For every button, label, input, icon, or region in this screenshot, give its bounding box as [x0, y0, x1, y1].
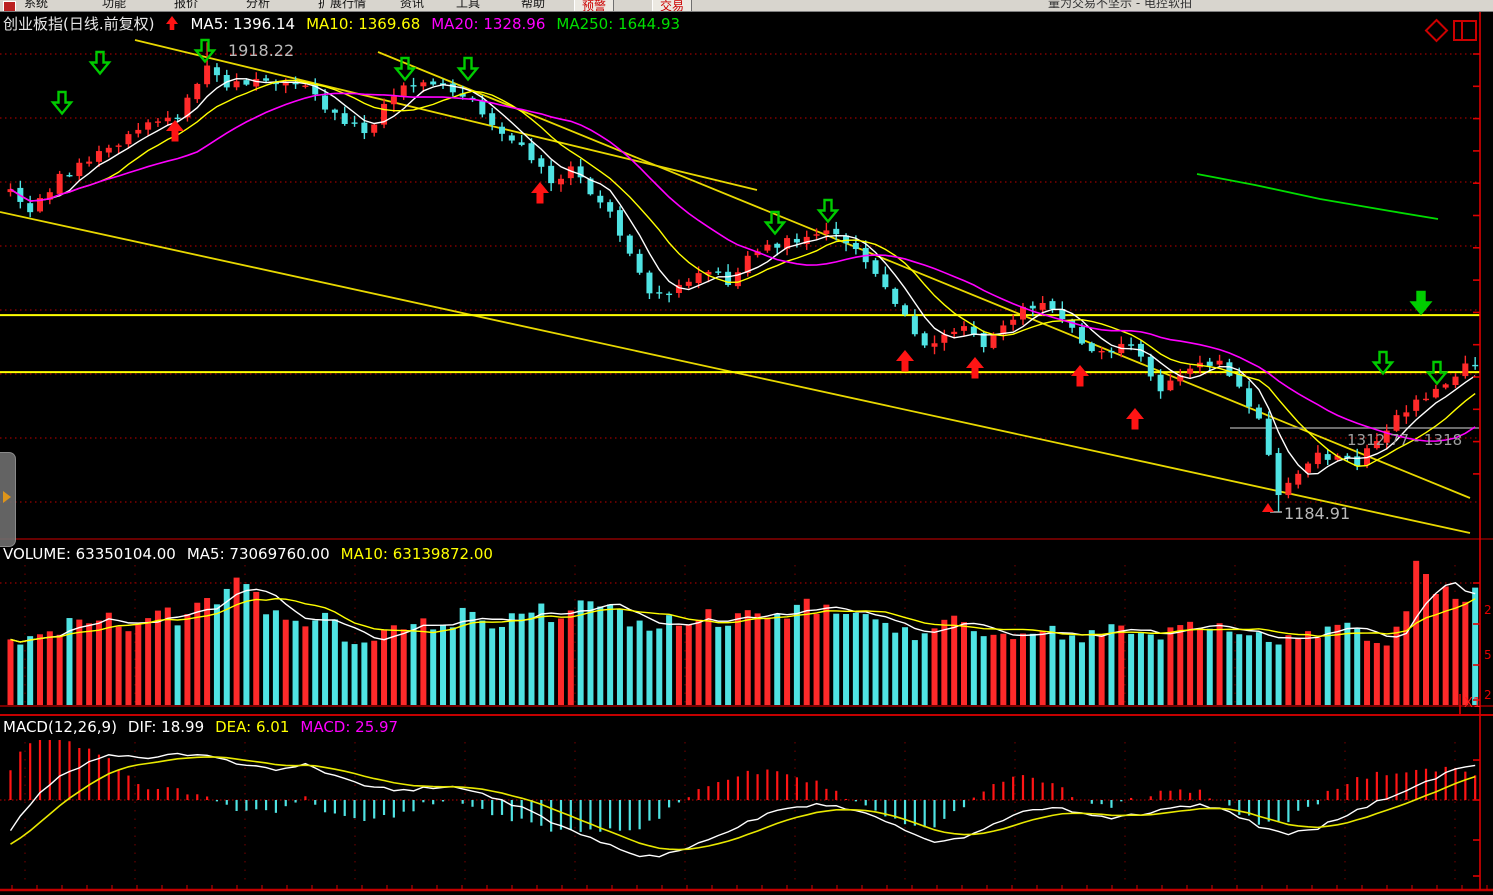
- ma-label-3: MA250: 1644.93: [556, 15, 681, 33]
- app-logo-icon: [3, 1, 16, 11]
- signal-arrows: [50, 38, 1449, 512]
- chart-title: 创业板指(日线.前复权): [3, 15, 155, 33]
- macd-label-1: DIF: 18.99: [127, 718, 205, 736]
- menu-item-6[interactable]: 工具: [456, 0, 481, 10]
- drawn-trendlines: [0, 39, 1480, 534]
- split-window-icon[interactable]: [1452, 19, 1479, 47]
- candlesticks: [7, 42, 1479, 512]
- menu-item-0[interactable]: 系统: [24, 0, 49, 10]
- right-axis-fragment-2: 2: [1484, 688, 1492, 702]
- diamond-tool-icon[interactable]: [1424, 18, 1449, 47]
- menu-alert-button-1[interactable]: 交易: [652, 0, 693, 11]
- grid-lines: [0, 53, 1480, 886]
- menu-item-7[interactable]: 帮助: [521, 0, 546, 10]
- low-price-annotation: 1184.91: [1284, 504, 1351, 523]
- macd-label-0: MACD(12,26,9): [3, 718, 117, 736]
- volume-label-1: MA5: 73069760.00: [186, 545, 330, 563]
- right-axis-fragment-0: 2: [1484, 603, 1492, 617]
- ma-label-0: MA5: 1396.14: [190, 15, 296, 33]
- ma-label-2: MA20: 1328.96: [431, 15, 546, 33]
- price-range-label: 1312.77 - 1318: [1347, 431, 1463, 449]
- volume-header: VOLUME: 63350104.00 MA5: 73069760.00 MA10:…: [3, 545, 493, 563]
- top-bar-right-text: 量为交易不坚示 - 电控软拍: [1048, 0, 1192, 10]
- menu-item-2[interactable]: 报价: [174, 0, 199, 10]
- volume-label-0: VOLUME: 63350104.00: [3, 545, 176, 563]
- macd-label-2: DEA: 6.01: [215, 718, 290, 736]
- volume-bars: [7, 560, 1479, 705]
- up-arrow-icon: [165, 15, 179, 33]
- menu-alert-button-0[interactable]: 预警: [574, 0, 615, 11]
- right-axis-fragment-1: 5: [1484, 648, 1492, 662]
- sidebar-expand-handle[interactable]: [0, 452, 16, 547]
- macd-label-3: MACD: 25.97: [300, 718, 399, 736]
- menu-item-5[interactable]: 资讯: [400, 0, 425, 10]
- macd-header: MACD(12,26,9) DIF: 18.99 DEA: 6.01 MACD: 25…: [3, 718, 398, 736]
- menu-item-1[interactable]: 功能: [102, 0, 127, 10]
- volume-multiplier-label: X1: [1464, 696, 1482, 711]
- moving-average-lines: [10, 77, 1476, 475]
- menu-item-4[interactable]: 扩展行情: [318, 0, 367, 10]
- menu-bar: 系统 功能 报价 分析 扩展行情 资讯 工具 帮助 预警 交易 量为交易不坚示 - 电控软拍: [0, 0, 1493, 12]
- ma-label-1: MA10: 1369.68: [306, 15, 421, 33]
- main-chart-header: 创业板指(日线.前复权) MA5: 1396.14 MA10: 1369.68 MA…: [3, 15, 680, 33]
- axes: [0, 12, 1493, 892]
- menu-item-3[interactable]: 分析: [246, 0, 271, 10]
- volume-label-2: MA10: 63139872.00: [340, 545, 493, 563]
- expand-arrow-icon: [3, 491, 11, 503]
- macd-plot: [9, 740, 1477, 858]
- high-price-annotation: 1918.22: [228, 41, 295, 60]
